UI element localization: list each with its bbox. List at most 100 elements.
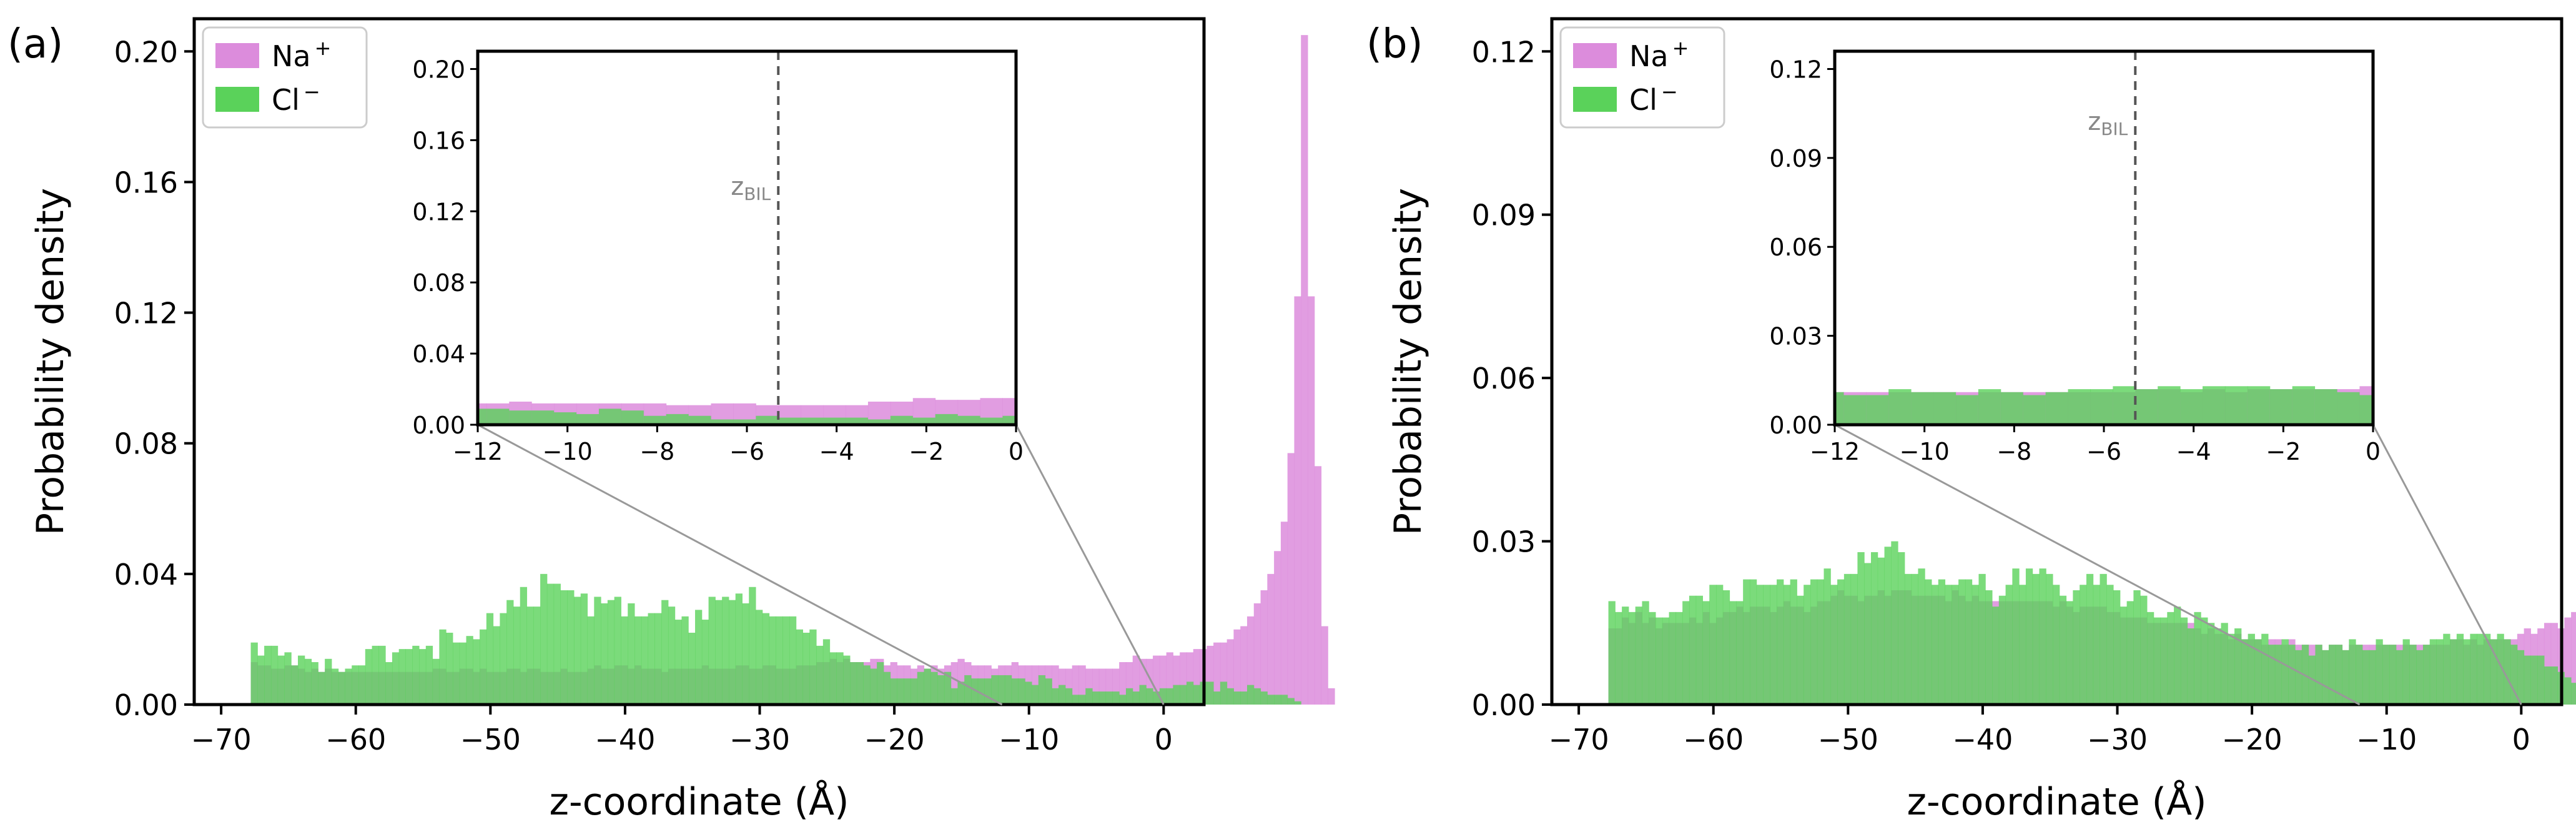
cl-bar	[917, 671, 925, 705]
na-bar	[1139, 658, 1147, 705]
cl-bar	[304, 658, 312, 705]
na-bar	[1159, 655, 1167, 705]
cl-bar	[991, 675, 999, 705]
zbil-label-main: z	[731, 172, 744, 201]
cl-bar	[2059, 595, 2067, 705]
inset-cl-bar	[2090, 389, 2113, 425]
inset-cl-bar	[801, 417, 824, 425]
cl-bar	[2039, 568, 2046, 705]
cl-bar	[2140, 595, 2148, 705]
na-bar	[1294, 296, 1301, 705]
na-bar	[2544, 623, 2552, 705]
zoom-connector-left	[477, 423, 1003, 706]
inset-cl-bar	[733, 419, 756, 425]
cl-bar	[695, 610, 703, 705]
inset-cl-bar	[1843, 395, 1867, 425]
inset-cl-bar	[2359, 395, 2374, 425]
cl-bar	[1669, 612, 1676, 705]
inset-x-tick-label: −10	[1900, 438, 1950, 465]
cl-bar	[1159, 688, 1167, 705]
cl-bar	[419, 649, 427, 705]
cl-bar	[2490, 639, 2498, 705]
inset-cl-bar	[1933, 392, 1957, 425]
cl-bar	[365, 649, 373, 705]
cl-bar	[1294, 701, 1301, 705]
inset-cl-bar	[1978, 389, 2001, 425]
panel-b-inset: zBIL −12 −10 −8 −6 −4 −2 0 0.00 0.03 0.06 0.09 0.12	[1769, 49, 2381, 465]
cl-bar	[2012, 568, 2020, 705]
cl-bar	[1078, 695, 1086, 705]
cl-bar	[1045, 678, 1052, 705]
cl-bar	[2066, 601, 2073, 705]
cl-bar	[1240, 691, 1248, 705]
cl-bar	[2335, 645, 2343, 705]
cl-bar	[601, 603, 608, 705]
legend-cl-text: Cl	[1629, 83, 1657, 117]
cl-bar	[2497, 633, 2504, 705]
cl-bar	[270, 645, 279, 705]
cl-bar	[1925, 579, 1932, 705]
cl-bar	[2086, 573, 2094, 705]
cl-bar	[2436, 639, 2444, 705]
na-bar	[1186, 652, 1194, 705]
cl-bar	[688, 632, 696, 705]
inset-cl-bar	[711, 419, 734, 425]
cl-bar	[628, 603, 635, 705]
cl-bar	[668, 607, 676, 705]
cl-bar	[1931, 585, 1939, 705]
inset-cl-bar	[935, 414, 959, 425]
na-bar	[1246, 616, 1255, 705]
cl-bar	[796, 629, 804, 705]
na-bar	[950, 662, 958, 705]
cl-bar	[769, 616, 776, 705]
cl-bar	[250, 642, 258, 705]
cl-bar	[2362, 650, 2370, 705]
x-axis-label: z-coordinate (Å)	[1907, 780, 2206, 824]
cl-bar	[2510, 645, 2518, 705]
cl-bar	[546, 583, 555, 705]
cl-bar	[1823, 568, 1831, 705]
cl-bar	[1985, 590, 1993, 705]
y-tick-label: 0.04	[114, 558, 178, 592]
x-tick-label: −20	[2222, 723, 2282, 756]
cl-bar	[291, 665, 299, 705]
cl-bar	[843, 655, 851, 705]
cl-bar	[1958, 579, 1966, 705]
cl-bar	[1098, 691, 1107, 705]
legend-cl-text: Cl	[272, 83, 300, 117]
cl-bar	[1038, 675, 1046, 705]
inset-cl-bar	[2000, 392, 2024, 425]
cl-bar	[950, 688, 958, 705]
cl-bar	[1059, 685, 1066, 705]
inset-cl-bar	[2113, 386, 2136, 425]
cl-bar	[1032, 685, 1039, 705]
inset-cl-bar	[554, 412, 577, 425]
legend-na-text: Na	[1629, 39, 1669, 73]
cl-bar	[648, 613, 655, 705]
zbil-label: zBIL	[2088, 107, 2128, 139]
cl-bar	[1233, 691, 1241, 705]
cl-bar	[836, 652, 844, 705]
cl-bar	[1904, 573, 1912, 705]
cl-bar	[1173, 685, 1180, 705]
inset-cl-bar	[2314, 389, 2338, 425]
inset-cl-bar	[576, 414, 600, 425]
na-bar	[1146, 658, 1153, 705]
x-tick-label: −50	[1818, 723, 1878, 756]
cl-bar	[984, 678, 992, 705]
cl-bar	[1722, 590, 1730, 705]
inset-cl-bar	[1911, 392, 1934, 425]
inset-cl-bar	[1835, 392, 1844, 425]
inset-background	[478, 51, 1016, 425]
cl-bar	[829, 652, 837, 705]
cl-bar	[2207, 623, 2215, 705]
cl-bar	[264, 645, 272, 705]
inset-cl-bar	[688, 415, 712, 425]
inset-cl-bar	[1866, 395, 1889, 425]
na-bar	[1207, 645, 1214, 705]
cl-bar	[1736, 601, 1744, 705]
cl-bar	[728, 600, 736, 705]
na-bar	[1112, 668, 1120, 705]
inset-cl-bar	[2158, 386, 2181, 425]
cl-bar	[2180, 617, 2188, 705]
